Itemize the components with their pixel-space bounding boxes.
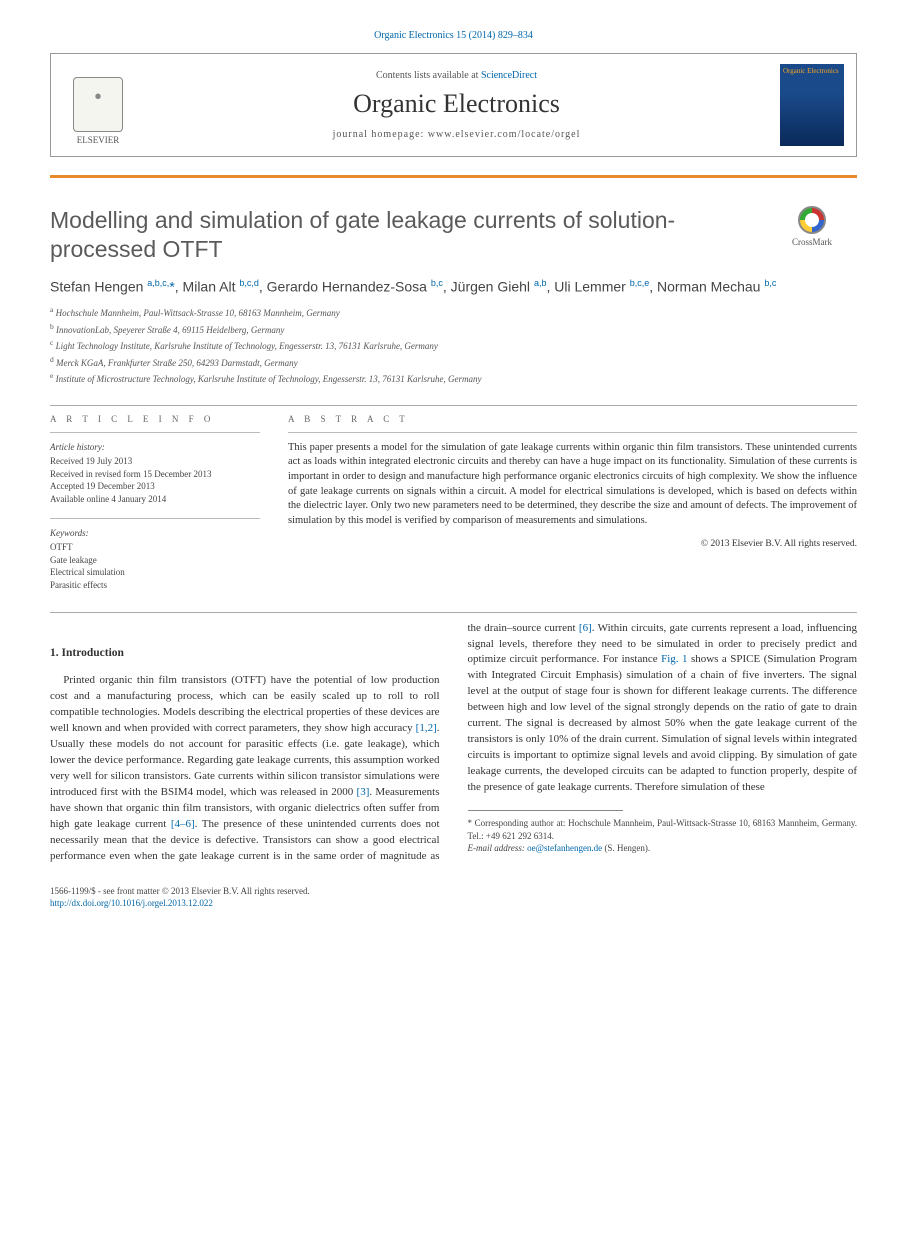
body-text: Printed organic thin film transistors (O… [50,674,440,734]
contents-line: Contents lists available at ScienceDirec… [147,70,766,81]
abstract-divider [288,432,857,433]
crossmark-badge[interactable]: CrossMark [767,206,857,247]
header-center: Contents lists available at ScienceDirec… [147,70,766,140]
crossmark-icon [798,206,826,234]
affiliation-line: b InnovationLab, Speyerer Straße 4, 6911… [50,321,857,338]
affiliation-line: e Institute of Microstructure Technology… [50,370,857,387]
keywords-block: Keywords: OTFTGate leakageElectrical sim… [50,527,260,592]
abstract-column: A B S T R A C T This paper presents a mo… [288,414,857,604]
affiliation-line: d Merck KGaA, Frankfurter Straße 250, 64… [50,354,857,371]
info-divider-1 [50,432,260,433]
email-label: E-mail address: [468,843,528,853]
history-line: Accepted 19 December 2013 [50,480,260,493]
ref-3[interactable]: [3] [357,786,370,798]
journal-name: Organic Electronics [147,89,766,119]
keywords-label: Keywords: [50,527,260,540]
top-citation: Organic Electronics 15 (2014) 829–834 [50,30,857,41]
history-label: Article history: [50,441,260,454]
footnote-separator [468,810,624,811]
article-title: Modelling and simulation of gate leakage… [50,206,857,264]
authors-line: Stefan Hengen a,b,c,*, Milan Alt b,c,d, … [50,278,857,295]
section-1-heading: 1. Introduction [50,645,440,662]
history-line: Received 19 July 2013 [50,455,260,468]
front-matter-line: 1566-1199/$ - see front matter © 2013 El… [50,885,857,898]
sciencedirect-link[interactable]: ScienceDirect [481,70,537,81]
page-container: Organic Electronics 15 (2014) 829–834 EL… [0,0,907,950]
article-info-heading: A R T I C L E I N F O [50,414,260,424]
history-line: Received in revised form 15 December 201… [50,468,260,481]
affiliation-line: c Light Technology Institute, Karlsruhe … [50,337,857,354]
rule-bottom [50,612,857,613]
ref-1-2[interactable]: [1,2] [416,722,437,734]
body-text: shows a SPICE (Simulation Program with I… [468,653,858,793]
contents-prefix: Contents lists available at [376,70,481,81]
ref-4-6[interactable]: [4–6] [171,818,195,830]
fig-1-link[interactable]: Fig. 1 [661,653,687,665]
cover-title: Organic Electronics [783,67,839,75]
affiliation-line: a Hochschule Mannheim, Paul-Wittsack-Str… [50,304,857,321]
journal-cover-thumbnail: Organic Electronics [780,64,844,146]
journal-header-box: ELSEVIER Contents lists available at Sci… [50,53,857,157]
author-email-link[interactable]: oe@stefanhengen.de [527,843,602,853]
keyword-line: OTFT [50,541,260,554]
keyword-line: Electrical simulation [50,566,260,579]
abstract-heading: A B S T R A C T [288,414,857,424]
info-abstract-row: A R T I C L E I N F O Article history: R… [50,414,857,604]
elsevier-logo: ELSEVIER [63,65,133,145]
footer-legal: 1566-1199/$ - see front matter © 2013 El… [50,885,857,910]
keyword-line: Parasitic effects [50,579,260,592]
abstract-text: This paper presents a model for the simu… [288,441,857,529]
email-line: E-mail address: oe@stefanhengen.de (S. H… [468,842,858,855]
info-divider-2 [50,518,260,519]
affiliations-list: a Hochschule Mannheim, Paul-Wittsack-Str… [50,304,857,387]
rule-top [50,405,857,406]
keyword-line: Gate leakage [50,554,260,567]
footnotes-block: * Corresponding author at: Hochschule Ma… [468,817,858,855]
ref-6[interactable]: [6] [579,622,592,634]
elsevier-tree-icon [73,77,123,132]
email-suffix: (S. Hengen). [602,843,650,853]
abstract-copyright: © 2013 Elsevier B.V. All rights reserved… [288,539,857,549]
journal-homepage: journal homepage: www.elsevier.com/locat… [147,129,766,140]
body-two-column: 1. Introduction Printed organic thin fil… [50,621,857,865]
history-line: Available online 4 January 2014 [50,493,260,506]
doi-link[interactable]: http://dx.doi.org/10.1016/j.orgel.2013.1… [50,898,213,908]
article-info-column: A R T I C L E I N F O Article history: R… [50,414,260,604]
crossmark-label: CrossMark [792,237,832,247]
citation-link[interactable]: Organic Electronics 15 (2014) 829–834 [374,30,533,41]
corresponding-author-note: * Corresponding author at: Hochschule Ma… [468,817,858,842]
section-divider-bar [50,175,857,178]
article-history-block: Article history: Received 19 July 2013Re… [50,441,260,506]
publisher-name: ELSEVIER [77,135,120,145]
